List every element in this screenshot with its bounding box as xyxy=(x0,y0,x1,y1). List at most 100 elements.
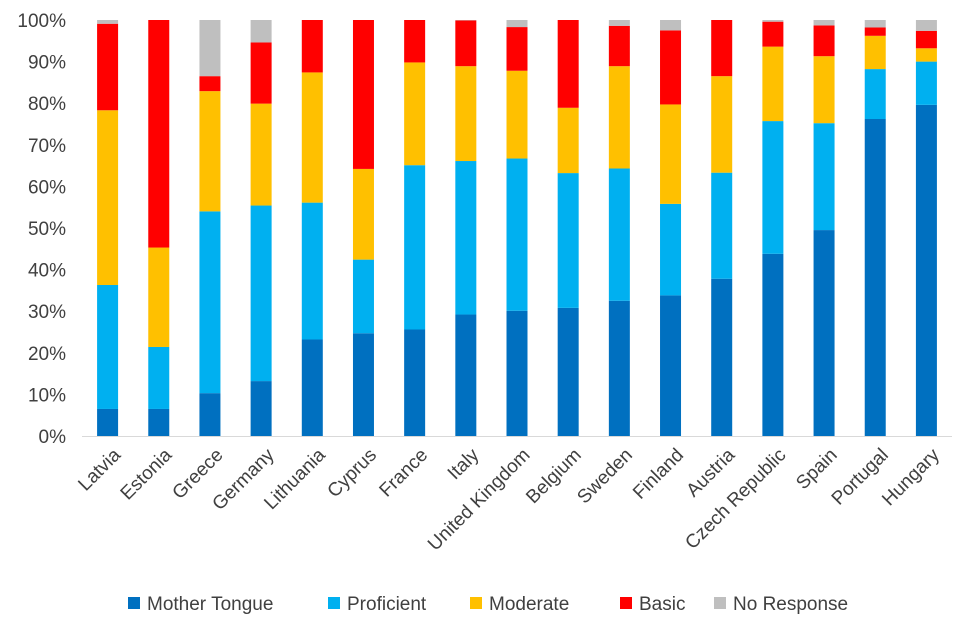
bar-segment xyxy=(813,25,835,57)
bar-segment xyxy=(506,27,528,71)
bar-segment xyxy=(148,20,170,248)
bar-segment xyxy=(813,123,835,231)
bar-segment xyxy=(199,211,221,394)
bar-segment xyxy=(506,20,528,28)
bar-segment xyxy=(199,20,221,77)
x-tick-label: Hungary xyxy=(878,444,944,510)
bar-segment xyxy=(199,76,221,92)
legend: Mother Tongue Proficient Moderate Basic No R… xyxy=(128,594,848,615)
bar-segment xyxy=(762,46,784,122)
bar-segment xyxy=(557,173,579,308)
bar-segment xyxy=(455,66,477,162)
bar-segment xyxy=(97,408,119,436)
x-tick-label: Spain xyxy=(792,445,841,494)
legend-label: No Response xyxy=(733,594,848,615)
bar-segment xyxy=(608,25,630,67)
y-tick-label: 70% xyxy=(28,136,66,157)
x-axis: LatviaEstoniaGreeceGermanyLithuaniaCypru… xyxy=(74,436,952,555)
bar-segment xyxy=(864,69,886,120)
y-tick-label: 50% xyxy=(28,219,66,240)
y-tick-label: 40% xyxy=(28,261,66,282)
bar-segment xyxy=(404,20,426,63)
bar-segment xyxy=(506,158,528,311)
bar-segment xyxy=(455,314,477,436)
y-axis: 0% 10% 20% 30% 40% 50% 60% 70% 80% 90% 100% xyxy=(17,11,66,448)
bar-segment xyxy=(250,103,272,206)
bar-segment xyxy=(148,346,170,409)
bar-segment xyxy=(506,70,528,159)
bar-segment xyxy=(506,310,528,436)
bar-segment xyxy=(608,20,630,26)
bar-segment xyxy=(864,35,886,70)
bar-segment xyxy=(250,42,272,104)
legend-swatch xyxy=(328,597,340,609)
bar-segment xyxy=(455,161,477,315)
bar-segment xyxy=(352,333,374,436)
x-tick-label: Estonia xyxy=(117,444,177,504)
bar-segment xyxy=(660,295,682,436)
bar-segment xyxy=(711,172,733,279)
bar-segment xyxy=(711,20,733,77)
legend-label: Moderate xyxy=(489,594,569,615)
legend-swatch xyxy=(128,597,140,609)
bar-segment xyxy=(557,307,579,436)
bar-segment xyxy=(250,20,272,43)
bar-segment xyxy=(97,23,119,111)
bar-segment xyxy=(915,61,937,105)
bar-segment xyxy=(97,110,119,285)
bar-segment xyxy=(608,168,630,301)
x-tick-label: Cyprus xyxy=(324,445,381,502)
legend-label: Basic xyxy=(639,594,685,615)
bar-segment xyxy=(404,165,426,330)
bar-segment xyxy=(301,20,323,73)
bar-segment xyxy=(813,56,835,124)
bars xyxy=(97,20,937,437)
bar-segment xyxy=(352,168,374,260)
bar-segment xyxy=(711,76,733,173)
bar-segment xyxy=(301,72,323,203)
bar-segment xyxy=(915,20,937,31)
bar-segment xyxy=(97,20,119,24)
bar-segment xyxy=(762,121,784,254)
bar-segment xyxy=(148,408,170,436)
legend-swatch xyxy=(714,597,726,609)
bar-segment xyxy=(608,300,630,436)
y-tick-label: 30% xyxy=(28,302,66,323)
bar-segment xyxy=(97,284,119,409)
x-tick-label: France xyxy=(376,445,433,502)
y-tick-label: 60% xyxy=(28,177,66,198)
bar-segment xyxy=(301,339,323,436)
y-tick-label: 0% xyxy=(39,427,67,448)
x-tick-label: Belgium xyxy=(522,445,585,508)
bar-segment xyxy=(762,253,784,436)
bar-segment xyxy=(660,104,682,204)
bar-segment xyxy=(557,20,579,108)
bar-segment xyxy=(250,381,272,436)
bar-segment xyxy=(864,27,886,36)
y-tick-label: 90% xyxy=(28,53,66,74)
y-tick-label: 10% xyxy=(28,385,66,406)
bar-segment xyxy=(404,62,426,166)
bar-segment xyxy=(199,393,221,436)
legend-swatch xyxy=(470,597,482,609)
bar-segment xyxy=(660,20,682,31)
bar-segment xyxy=(915,104,937,436)
bar-segment xyxy=(762,21,784,47)
bar-segment xyxy=(148,247,170,347)
x-tick-label: Sweden xyxy=(573,445,636,508)
bar-segment xyxy=(762,20,784,22)
bar-segment xyxy=(813,20,835,26)
bar-segment xyxy=(352,20,374,169)
y-tick-label: 20% xyxy=(28,344,66,365)
legend-label: Proficient xyxy=(347,594,427,615)
bar-segment xyxy=(608,66,630,169)
y-tick-label: 80% xyxy=(28,94,66,115)
bar-segment xyxy=(250,205,272,382)
bar-segment xyxy=(455,20,477,67)
y-tick-label: 100% xyxy=(17,11,66,32)
bar-segment xyxy=(352,259,374,334)
legend-swatch xyxy=(620,597,632,609)
bar-segment xyxy=(711,278,733,436)
legend-label: Mother Tongue xyxy=(147,594,273,615)
bar-segment xyxy=(301,202,323,340)
